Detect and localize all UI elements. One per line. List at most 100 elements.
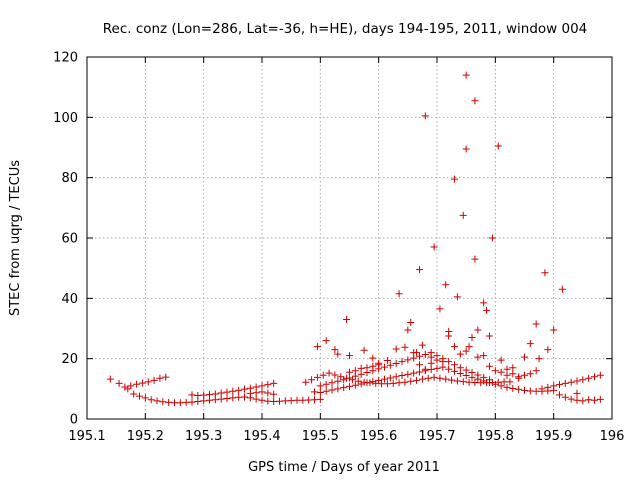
data-point: [223, 388, 231, 396]
data-point: [383, 356, 391, 364]
data-point: [573, 377, 581, 385]
data-point: [500, 378, 508, 386]
data-point: [357, 380, 365, 388]
data-point: [462, 71, 470, 79]
data-point: [526, 340, 534, 348]
data-point: [217, 389, 225, 397]
data-point: [526, 370, 534, 378]
data-point: [348, 376, 356, 384]
data-point: [311, 388, 318, 396]
data-point: [246, 389, 254, 397]
data-point: [456, 350, 464, 358]
data-point: [331, 346, 339, 354]
data-point: [544, 383, 552, 391]
data-point: [319, 371, 327, 379]
data-point: [136, 392, 143, 400]
data-point: [188, 398, 196, 406]
y-axis-label: STEC from uqrg / TECUs: [8, 160, 23, 316]
y-tick-labels: 0 20 40 60 80 100 120: [53, 51, 78, 428]
data-point: [596, 371, 604, 379]
data-point: [264, 397, 272, 405]
data-point: [556, 381, 563, 389]
data-point: [416, 352, 423, 360]
data-point: [156, 374, 164, 382]
data-point: [223, 394, 231, 402]
data-point: [556, 391, 563, 399]
data-point: [585, 396, 593, 404]
data-point: [550, 326, 558, 334]
data-point: [404, 326, 412, 334]
data-point: [509, 385, 517, 393]
data-point: [436, 305, 444, 313]
data-point: [115, 379, 123, 387]
data-point: [468, 334, 476, 342]
x-tick-label: 195.7: [418, 429, 455, 444]
data-point: [369, 354, 377, 362]
data-point: [340, 376, 348, 384]
x-tick-label: 195.9: [535, 429, 572, 444]
chart-title: Rec. conz (Lon=286, Lat=-36, h=HE), days…: [103, 21, 588, 37]
data-point: [346, 352, 353, 360]
data-point: [421, 365, 429, 373]
data-point: [211, 390, 219, 398]
data-point: [351, 381, 359, 389]
data-point: [451, 175, 458, 183]
data-point: [445, 332, 453, 340]
data-point: [176, 399, 184, 407]
data-point: [488, 234, 496, 242]
data-point: [386, 374, 394, 382]
data-point: [448, 376, 456, 384]
data-point: [258, 396, 266, 404]
data-point: [567, 395, 575, 403]
data-point: [596, 395, 604, 403]
data-point: [459, 378, 467, 386]
data-point: [506, 378, 514, 386]
data-point: [550, 382, 558, 390]
data-point: [465, 343, 473, 351]
data-point: [433, 364, 441, 372]
data-point: [427, 353, 435, 361]
data-point: [343, 315, 351, 323]
data-point: [579, 376, 587, 384]
data-point: [491, 367, 499, 375]
data-point: [410, 349, 418, 357]
data-point: [392, 345, 400, 353]
data-point: [159, 398, 167, 406]
data-point: [325, 369, 333, 377]
data-point: [313, 373, 321, 381]
data-point: [494, 142, 502, 150]
data-point: [121, 383, 129, 391]
data-point: [357, 370, 365, 378]
data-point: [313, 343, 321, 351]
y-tick-label: 0: [70, 413, 78, 428]
data-point: [468, 369, 476, 377]
x-tick-labels: 195.1 195.2 195.3 195.4 195.5 195.6 195.7 195.8…: [68, 429, 624, 444]
data-point: [416, 361, 423, 369]
y-tick-label: 120: [53, 51, 78, 66]
data-point: [416, 266, 423, 274]
data-point: [124, 385, 132, 393]
data-point: [200, 391, 208, 399]
y-tick-label: 60: [61, 232, 78, 247]
data-point: [378, 380, 386, 388]
data-point: [206, 391, 213, 399]
data-point: [217, 395, 225, 403]
data-point: [381, 363, 388, 371]
data-point: [509, 370, 517, 378]
data-point: [453, 293, 461, 301]
data-point: [392, 373, 400, 381]
data-point: [401, 378, 409, 386]
data-point: [509, 364, 517, 372]
data-point: [526, 387, 534, 395]
data-point: [308, 376, 316, 384]
data-point: [538, 385, 546, 393]
data-point: [404, 370, 412, 378]
data-point: [150, 376, 158, 384]
data-point: [392, 359, 400, 367]
data-point: [322, 337, 330, 345]
data-point: [398, 358, 406, 366]
data-point: [395, 379, 403, 387]
data-point: [585, 374, 593, 382]
data-point: [474, 326, 482, 334]
